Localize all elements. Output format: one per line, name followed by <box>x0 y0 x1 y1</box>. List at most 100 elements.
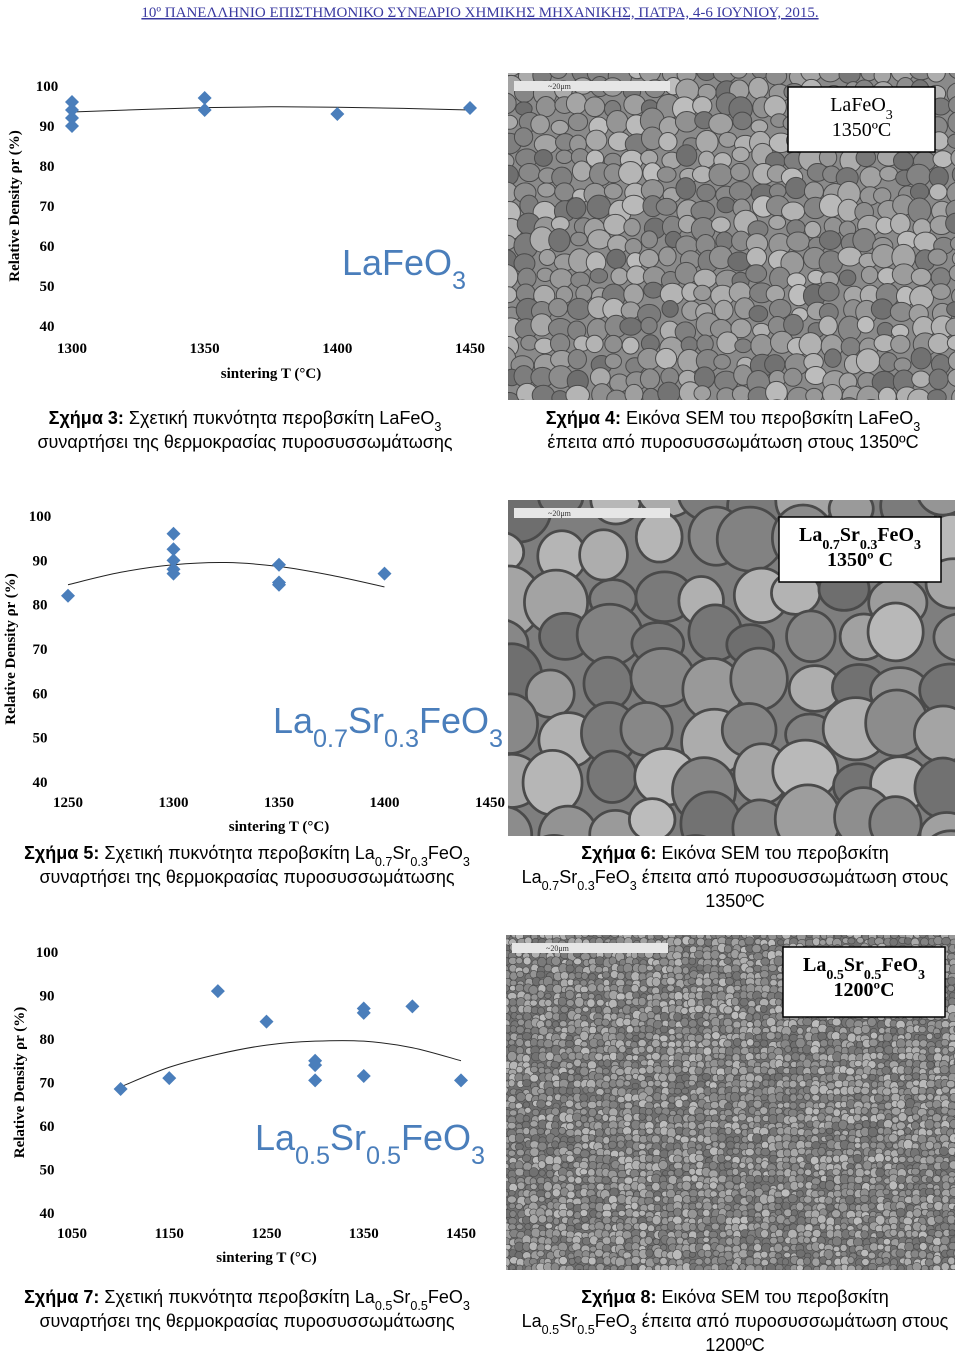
grain <box>506 1248 510 1259</box>
grain <box>956 958 960 968</box>
grain <box>674 1099 684 1108</box>
grain <box>566 1024 576 1034</box>
grain <box>947 368 955 387</box>
grain <box>752 1046 760 1054</box>
grain <box>898 1155 907 1163</box>
grain <box>869 1121 877 1129</box>
grain <box>769 979 778 987</box>
grain <box>511 1269 516 1270</box>
grain <box>740 1242 748 1251</box>
grain <box>675 1032 684 1040</box>
y-axis-label: Relative Density ρr (%) <box>7 130 23 281</box>
grain <box>732 111 753 131</box>
y-tick-label: 100 <box>36 945 59 961</box>
grain <box>694 1053 704 1063</box>
grain <box>507 1149 516 1157</box>
grain <box>745 1271 753 1278</box>
grain <box>718 1141 727 1150</box>
grain <box>812 1251 820 1259</box>
grain <box>843 1271 850 1277</box>
grain <box>508 1079 516 1088</box>
grain <box>919 1039 928 1048</box>
grain <box>734 1128 742 1135</box>
grain <box>768 1273 775 1279</box>
grain <box>579 1066 589 1077</box>
grain <box>788 1215 797 1223</box>
grain <box>506 997 510 1007</box>
grain <box>508 1039 516 1046</box>
grain <box>767 935 778 941</box>
grain <box>954 1214 955 1215</box>
data-point <box>210 984 225 999</box>
y-axis-label: Relative Density ρr (%) <box>3 573 19 724</box>
grain <box>911 1039 921 1048</box>
grain <box>817 1214 827 1224</box>
grain <box>748 76 769 100</box>
grain <box>586 194 612 220</box>
grain <box>873 1093 884 1103</box>
grain <box>947 133 955 149</box>
grain <box>529 1194 539 1203</box>
grain <box>789 1127 799 1136</box>
grain <box>846 1168 854 1176</box>
grain <box>906 1182 914 1191</box>
grain <box>623 1183 632 1192</box>
grain <box>876 935 885 939</box>
grain <box>660 1080 669 1088</box>
grain <box>777 1223 785 1231</box>
grain <box>939 1065 950 1075</box>
image-label: 1350ºC <box>832 119 892 141</box>
grain <box>523 956 532 966</box>
grain <box>868 1038 879 1047</box>
caption-line: συναρτήσει της θερμοκρασίας πυροσυσσωμάτ… <box>39 867 454 887</box>
caption-line: συναρτήσει της θερμοκρασίας πυροσυσσωμάτ… <box>39 1311 454 1331</box>
grain <box>694 1153 705 1162</box>
grain <box>838 269 857 287</box>
grain <box>645 1127 654 1135</box>
grain <box>739 1086 748 1094</box>
grain <box>876 1243 885 1251</box>
grain <box>781 1094 791 1103</box>
grain <box>802 1017 813 1027</box>
grain <box>949 1119 955 1129</box>
grain <box>818 315 838 337</box>
grain <box>576 1269 582 1270</box>
grain <box>911 1194 922 1205</box>
grain <box>716 196 736 214</box>
grain <box>759 1066 769 1074</box>
grain <box>878 1027 886 1034</box>
grain <box>774 1004 783 1014</box>
grain <box>948 1033 955 1042</box>
grain <box>852 1086 862 1094</box>
grain <box>796 1167 805 1176</box>
caption-text: Εικόνα SEM του περοβσκίτη LaFeO3 <box>626 408 920 434</box>
grain <box>752 1257 762 1266</box>
y-tick-label: 60 <box>40 1119 55 1135</box>
grain <box>639 985 648 993</box>
grain <box>549 73 568 79</box>
grain <box>550 119 569 135</box>
grain <box>905 1271 913 1280</box>
grain <box>838 73 861 84</box>
grain <box>702 1236 710 1243</box>
grain <box>889 1072 899 1082</box>
grain <box>673 1207 682 1217</box>
grain <box>522 1101 530 1109</box>
grain <box>638 249 660 269</box>
grain <box>666 1271 675 1279</box>
grain <box>536 990 545 999</box>
grain <box>536 1250 545 1258</box>
grain <box>680 1007 689 1015</box>
y-tick-label: 40 <box>40 319 55 335</box>
grain <box>544 935 554 940</box>
grain <box>951 252 955 265</box>
grain <box>508 805 534 836</box>
grain <box>910 347 932 370</box>
grain <box>638 1012 649 1022</box>
grain <box>623 1120 631 1127</box>
grain <box>938 1146 949 1156</box>
grain <box>653 1203 662 1213</box>
caption-line: Σχήμα 5: Σχετική πυκνότητα περοβσκίτη La… <box>24 843 470 869</box>
grain <box>796 1181 805 1189</box>
grain <box>537 1160 546 1169</box>
